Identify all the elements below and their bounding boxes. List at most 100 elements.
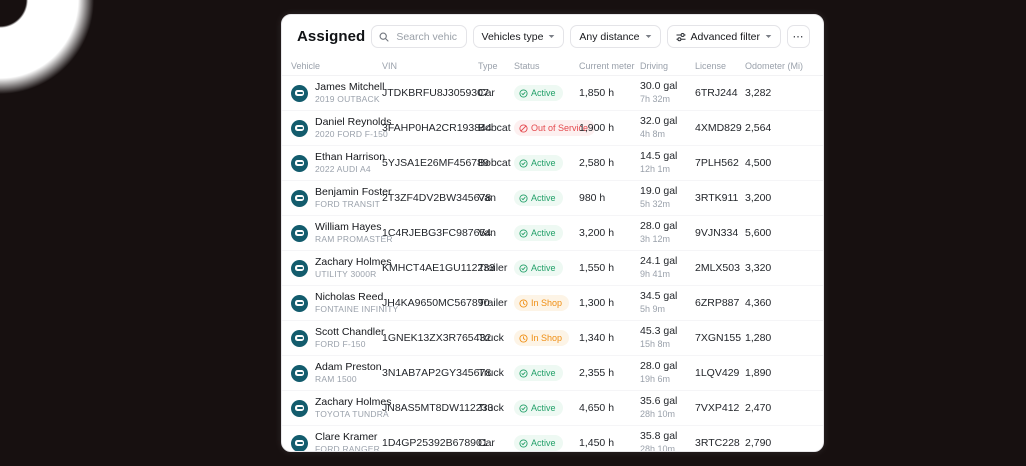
driver-name: Daniel Reynolds [315,115,392,128]
table-row[interactable]: James Mitchell 2019 OUTBACK JTDKBRFU8J30… [282,76,823,111]
driver-name: Adam Preston [315,360,382,373]
more-options-button[interactable]: ⋯ [787,25,810,48]
vehicle-icon [295,335,304,341]
driving-duration: 5h 9m [640,303,666,314]
vehicle-model: RAM 1500 [315,373,357,384]
license-value: 2MLX503 [695,262,740,274]
table-row[interactable]: Clare Kramer FORD RANGER 1D4GP25392B6789… [282,426,823,451]
check-circle-icon [519,228,528,238]
clock-icon [519,333,528,343]
ban-circle-icon [519,123,528,133]
vehicle-avatar [291,119,308,137]
table-row[interactable]: Scott Chandler FORD F-150 1GNEK13ZX3R765… [282,321,823,356]
license-value: 3RTC228 [695,437,740,449]
current-meter-value: 1,300 h [579,297,615,309]
current-meter-value: 1,450 h [579,437,615,449]
vehicle-icon [295,440,304,446]
vehicle-model: UTILITY 3000R [315,268,377,279]
driver-name: Nicholas Reed [315,290,384,303]
check-circle-icon [519,263,528,273]
type-value: Bobcat [478,122,511,134]
odometer-value: 2,790 [745,437,772,449]
vehicle-icon [295,90,304,96]
status-label: Active [531,263,556,273]
vehicle-icon [295,160,304,166]
license-value: 3RTK911 [695,192,739,204]
status-label: In Shop [531,298,563,308]
type-value: Truck [478,332,504,344]
driver-name: James Mitchell [315,80,385,93]
driving-duration: 15h 8m [640,338,671,349]
current-meter-value: 1,850 h [579,87,615,99]
odometer-value: 3,200 [745,192,772,204]
status-badge: Out of Service [514,120,596,136]
status-badge: Active [514,365,563,381]
table-body: James Mitchell 2019 OUTBACK JTDKBRFU8J30… [282,76,823,451]
vin-value: 3FAHP0HA2CR193844 [382,122,492,134]
driving-duration: 19h 6m [640,373,671,384]
vehicle-avatar [291,154,308,172]
status-label: Active [531,403,556,413]
odometer-value: 3,282 [745,87,772,99]
driving-fuel: 35.8 gal [640,430,678,443]
search-input[interactable] [394,29,459,44]
license-value: 4XMD829 [695,122,742,134]
table-row[interactable]: Zachary Holmes UTILITY 3000R KMHCT4AE1GU… [282,251,823,286]
table-row[interactable]: Daniel Reynolds 2020 FORD F-150 3FAHP0HA… [282,111,823,146]
vehicle-model: FONTAINE INFINITY [315,303,399,314]
table-row[interactable]: Ethan Harrison 2022 AUDI A4 5YJSA1E26MF4… [282,146,823,181]
table-row[interactable]: Nicholas Reed FONTAINE INFINITY JH4KA965… [282,286,823,321]
status-badge: Active [514,400,563,416]
type-value: Trailer [478,262,508,274]
type-value: Trailer [478,297,508,309]
search-box[interactable] [371,25,467,48]
driving-fuel: 28.0 gal [640,360,678,373]
status-badge: Active [514,190,563,206]
status-badge: Active [514,435,563,451]
table-row[interactable]: William Hayes RAM PROMASTER 1C4RJEBG3FC9… [282,216,823,251]
vehicle-model: 2020 FORD F-150 [315,128,388,139]
driving-fuel: 30.0 gal [640,80,678,93]
table-row[interactable]: Benjamin Foster FORD TRANSIT 2T3ZF4DV2BW… [282,181,823,216]
chevron-down-icon [645,34,652,39]
type-value: Bobcat [478,157,511,169]
odometer-value: 1,890 [745,367,772,379]
column-header-license: License [695,60,727,71]
column-header-meter: Current meter [579,60,635,71]
vehicles-type-button[interactable]: Vehicles type [472,25,565,48]
vehicle-icon [295,265,304,271]
vin-value: JH4KA9650MC567890 [382,297,490,309]
driving-fuel: 24.1 gal [640,255,678,268]
table-row[interactable]: Zachary Holmes TOYOTA TUNDRA JN8AS5MT8DW… [282,391,823,426]
type-value: Car [478,87,495,99]
vin-value: KMHCT4AE1GU112233 [382,262,496,274]
driving-duration: 12h 1m [640,163,671,174]
toolbar: Assigned Vehicles type Any distance [282,15,823,56]
chevron-down-icon [765,34,772,39]
driver-name: Zachary Holmes [315,395,392,408]
vehicle-avatar [291,259,308,277]
driving-fuel: 45.3 gal [640,325,678,338]
driving-duration: 4h 8m [640,128,666,139]
column-header-vin: VIN [382,60,398,71]
any-distance-button[interactable]: Any distance [570,25,661,48]
vehicles-type-label: Vehicles type [481,30,544,43]
vehicle-model: 2022 AUDI A4 [315,163,371,174]
vin-value: 1C4RJEBG3FC987654 [382,227,492,239]
status-badge: Active [514,85,563,101]
driver-name: Benjamin Foster [315,185,392,198]
driver-name: Zachary Holmes [315,255,392,268]
vehicle-model: 2019 OUTBACK [315,93,380,104]
odometer-value: 4,500 [745,157,772,169]
table-row[interactable]: Adam Preston RAM 1500 3N1AB7AP2GY345678 … [282,356,823,391]
driver-name: Clare Kramer [315,430,378,443]
check-circle-icon [519,403,528,413]
advanced-filter-label: Advanced filter [690,30,760,43]
type-value: Truck [478,402,504,414]
advanced-filter-button[interactable]: Advanced filter [666,25,781,48]
status-label: Active [531,193,556,203]
vehicle-icon [295,370,304,376]
status-label: Active [531,158,556,168]
vin-value: JTDKBRFU8J3059307 [382,87,489,99]
